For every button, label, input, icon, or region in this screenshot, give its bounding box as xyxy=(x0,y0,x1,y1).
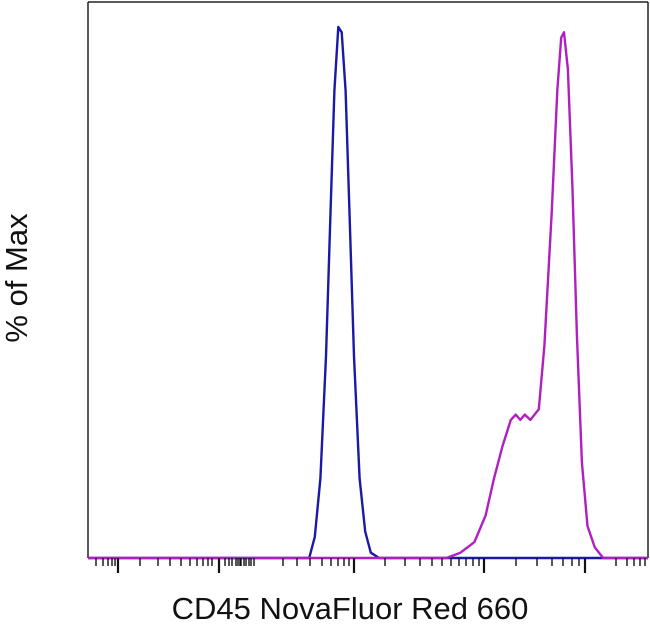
histogram-series-1 xyxy=(88,25,648,560)
histogram-series-2 xyxy=(88,31,648,560)
x-axis-ticks xyxy=(95,558,646,573)
y-axis-label: % of Max xyxy=(0,213,34,343)
series-layer xyxy=(88,25,648,560)
x-axis-label: CD45 NovaFluor Red 660 xyxy=(172,591,529,626)
plot-frame xyxy=(87,1,649,559)
